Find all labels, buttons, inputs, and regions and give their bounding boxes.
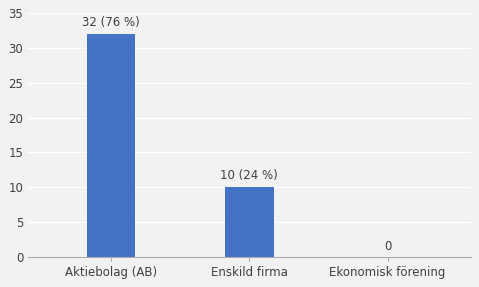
Bar <box>225 187 274 257</box>
Text: 32 (76 %): 32 (76 %) <box>82 16 140 29</box>
Bar <box>87 34 135 257</box>
Text: 0: 0 <box>384 240 391 253</box>
Text: 10 (24 %): 10 (24 %) <box>220 169 278 182</box>
